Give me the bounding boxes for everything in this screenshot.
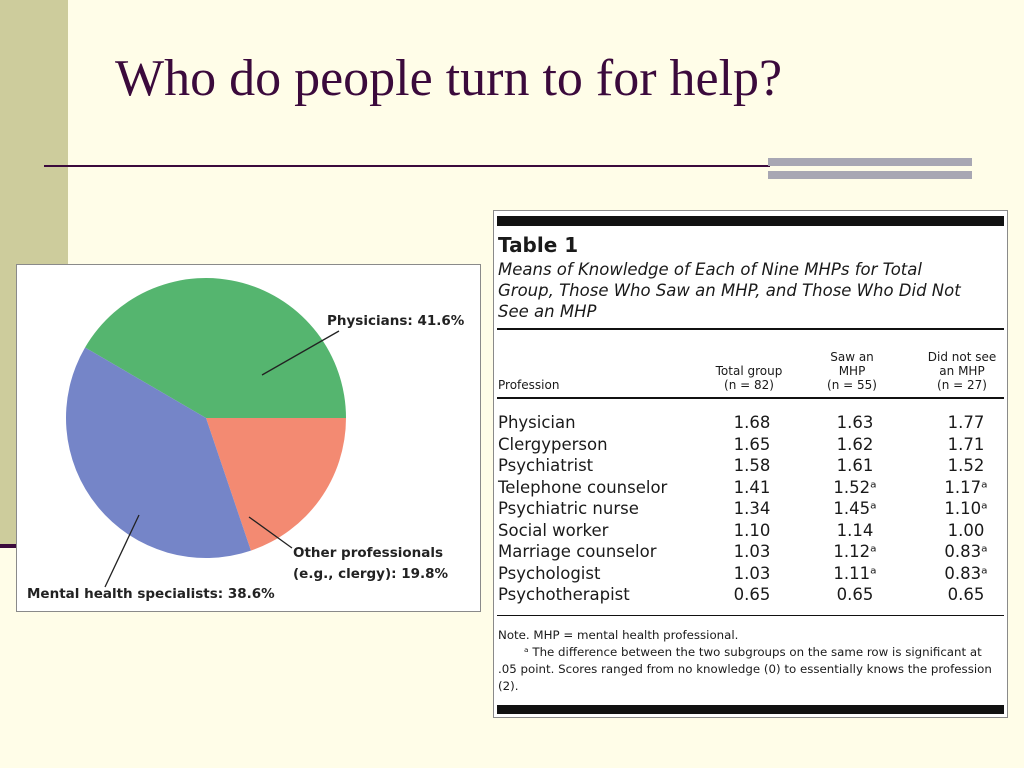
column-header: Profession [498, 378, 618, 392]
table-rule [497, 397, 1004, 399]
title-accent-bar [768, 171, 972, 179]
table-caption: Means of Knowledge of Each of Nine MHPs … [498, 260, 961, 321]
pie-slice-label: Physicians: 41.6% [327, 313, 465, 329]
pie-slice [206, 418, 346, 551]
score-cell: 1.03 [733, 563, 771, 583]
pie-chart: Physicians: 41.6% Other professionals (e.g… [27, 278, 465, 602]
pie-chart-panel: Physicians: 41.6% Other professionals (e.g… [16, 264, 481, 612]
table-row: Social worker 1.10 1.14 1.00 [498, 521, 1003, 543]
table-row: Psychologist 1.03 1.11ᵃ 0.83ᵃ [498, 564, 1003, 586]
column-header-line: Saw an [830, 350, 874, 364]
table-bottom-bar [497, 705, 1004, 714]
table-row: Psychotherapist 0.65 0.65 0.65 [498, 585, 1003, 607]
score-cell: 1.11ᵃ [833, 563, 877, 583]
column-header-line: (n = 27) [937, 378, 987, 392]
score-cell: 1.52ᵃ [833, 477, 877, 497]
column-header-line: an MHP [939, 364, 985, 378]
column-header-line: Profession [498, 378, 560, 392]
table-row: Physician 1.68 1.63 1.77 [498, 413, 1003, 435]
profession-cell: Psychotherapist [498, 585, 630, 604]
title-accent-bar [768, 158, 972, 166]
column-header-line: Total group [715, 364, 783, 378]
table-rule [497, 328, 1004, 330]
score-cell: 1.10 [733, 520, 771, 540]
score-cell: 1.17ᵃ [944, 477, 988, 497]
pie-leader-line [261, 330, 340, 376]
table-note-line: ᵃ The difference between the two subgrou… [498, 645, 992, 693]
pie-leader-line [248, 516, 293, 549]
table-row: Psychiatric nurse 1.34 1.45ᵃ 1.10ᵃ [498, 499, 1003, 521]
column-header: Total group (n = 82) [699, 364, 799, 392]
score-cell: 0.83ᵃ [944, 542, 988, 561]
score-cell: 1.63 [836, 413, 874, 432]
profession-cell: Physician [498, 413, 576, 432]
score-cell: 1.62 [836, 434, 874, 454]
score-cell: 1.12ᵃ [833, 542, 877, 561]
profession-cell: Psychologist [498, 563, 601, 583]
pie-slice [65, 347, 251, 558]
score-cell: 1.71 [947, 434, 985, 454]
table-row: Clergyperson 1.65 1.62 1.71 [498, 435, 1003, 457]
pie-slice-label: Mental health specialists: 38.6% [27, 586, 275, 602]
column-header: Did not see an MHP (n = 27) [912, 350, 1012, 392]
column-header-line: MHP [838, 364, 866, 378]
score-cell: 1.52 [947, 456, 985, 475]
score-cell: 0.65 [947, 585, 985, 604]
profession-cell: Telephone counselor [498, 477, 668, 497]
column-header-line: Did not see [927, 350, 997, 364]
score-cell: 1.14 [836, 520, 874, 540]
table-note-line: Note. MHP = mental health professional. [498, 628, 739, 642]
score-cell: 0.83ᵃ [944, 563, 988, 583]
profession-cell: Psychiatric nurse [498, 499, 639, 518]
score-cell: 1.68 [733, 413, 771, 432]
table-rule [497, 615, 1004, 616]
profession-cell: Social worker [498, 520, 609, 540]
column-header-line: (n = 82) [724, 378, 774, 392]
slide-title: Who do people turn to for help? [115, 50, 783, 107]
pie-slice-label: (e.g., clergy): 19.8% [293, 566, 449, 582]
table-row: Psychiatrist 1.58 1.61 1.52 [498, 456, 1003, 478]
title-rule [44, 165, 770, 167]
score-cell: 0.65 [836, 585, 874, 604]
score-cell: 1.65 [733, 434, 771, 454]
table-row: Marriage counselor 1.03 1.12ᵃ 0.83ᵃ [498, 542, 1003, 564]
profession-cell: Psychiatrist [498, 456, 594, 475]
knowledge-table-panel: Table 1 Means of Knowledge of Each of Ni… [493, 210, 1008, 718]
table-label: Table 1 [498, 233, 579, 257]
score-cell: 1.61 [836, 456, 874, 475]
table-note: Note. MHP = mental health professional. … [498, 627, 1004, 695]
score-cell: 1.41 [733, 477, 771, 497]
pie-leader-line [104, 514, 140, 588]
score-cell: 1.45ᵃ [833, 499, 877, 518]
score-cell: 1.00 [947, 520, 985, 540]
score-cell: 1.03 [733, 542, 771, 561]
column-header: Saw an MHP (n = 55) [802, 350, 902, 392]
column-header-line: (n = 55) [827, 378, 877, 392]
table-row: Telephone counselor 1.41 1.52ᵃ 1.17ᵃ [498, 478, 1003, 500]
score-cell: 1.10ᵃ [944, 499, 988, 518]
score-cell: 1.77 [947, 413, 985, 432]
pie-slice-label: Other professionals [293, 545, 443, 561]
table-top-bar [497, 216, 1004, 226]
score-cell: 1.58 [733, 456, 771, 475]
score-cell: 0.65 [733, 585, 771, 604]
profession-cell: Clergyperson [498, 434, 608, 454]
score-cell: 1.34 [733, 499, 771, 518]
pie-slice [85, 278, 346, 418]
profession-cell: Marriage counselor [498, 542, 657, 561]
